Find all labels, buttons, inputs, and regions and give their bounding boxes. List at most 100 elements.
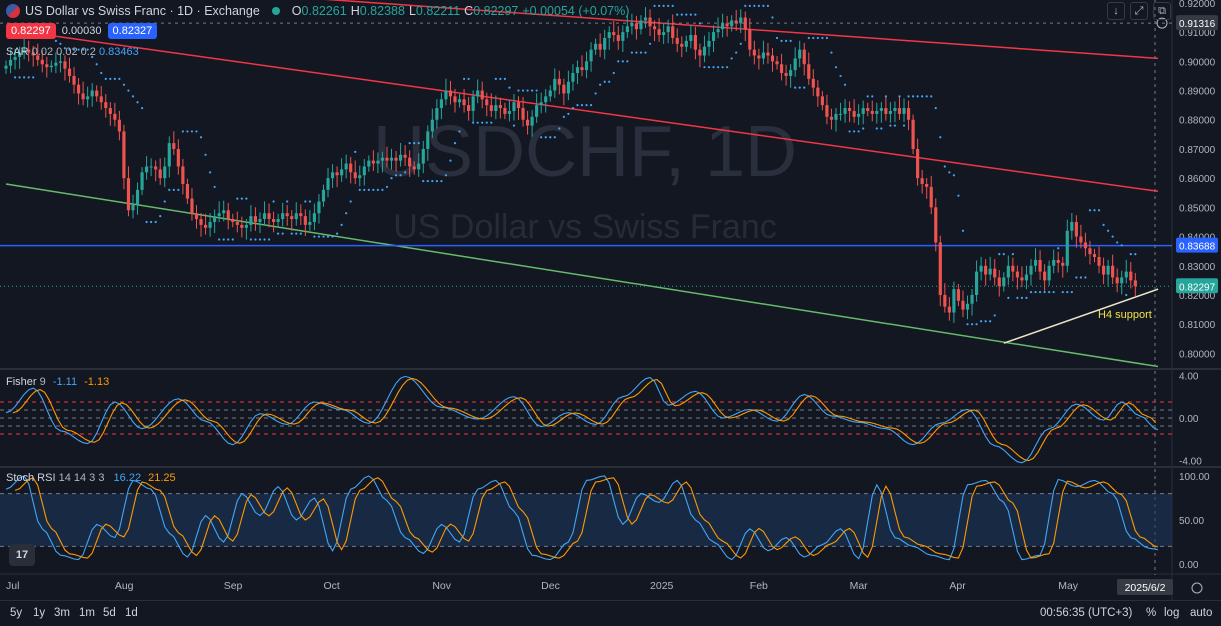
candle-body[interactable] <box>267 213 271 220</box>
candle-body[interactable] <box>480 90 484 100</box>
candle-body[interactable] <box>1092 254 1097 258</box>
candle-body[interactable] <box>952 289 956 313</box>
candle-body[interactable] <box>231 219 235 222</box>
candle-body[interactable] <box>1011 265 1015 272</box>
candle-body[interactable] <box>711 32 716 41</box>
candle-body[interactable] <box>13 56 17 60</box>
candle-body[interactable] <box>820 96 824 106</box>
candle-body[interactable] <box>535 105 539 117</box>
candle-body[interactable] <box>494 105 498 111</box>
candle-body[interactable] <box>158 169 162 179</box>
candle-body[interactable] <box>403 154 407 158</box>
candle-body[interactable] <box>58 61 63 63</box>
candle-body[interactable] <box>285 213 289 217</box>
candle-body[interactable] <box>1083 242 1088 249</box>
candle-body[interactable] <box>1079 236 1083 243</box>
candle-body[interactable] <box>213 216 217 222</box>
fisher-legend[interactable]: Fisher 9 -1.11 -1.13 <box>6 376 109 388</box>
range-3m-button[interactable]: 3m <box>54 607 70 619</box>
candle-body[interactable] <box>226 210 230 220</box>
candle-body[interactable] <box>498 105 502 109</box>
candle-body[interactable] <box>439 99 443 109</box>
candle-body[interactable] <box>489 105 493 111</box>
candle-body[interactable] <box>471 96 475 111</box>
candle-body[interactable] <box>1029 265 1033 275</box>
candle-body[interactable] <box>86 96 90 100</box>
candle-body[interactable] <box>353 172 357 179</box>
candle-body[interactable] <box>408 157 412 167</box>
candle-body[interactable] <box>675 37 679 44</box>
candle-body[interactable] <box>262 213 267 220</box>
candle-body[interactable] <box>421 148 425 164</box>
candle-body[interactable] <box>702 46 707 56</box>
candle-body[interactable] <box>657 29 661 36</box>
candle-body[interactable] <box>312 213 316 222</box>
candle-body[interactable] <box>131 204 135 211</box>
candle-body[interactable] <box>630 23 634 27</box>
candle-body[interactable] <box>412 166 416 170</box>
candle-body[interactable] <box>879 108 883 111</box>
candle-body[interactable] <box>476 90 480 97</box>
candle-body[interactable] <box>539 102 543 106</box>
candle-body[interactable] <box>1111 265 1115 278</box>
candle-body[interactable] <box>240 224 244 228</box>
candle-body[interactable] <box>997 277 1001 287</box>
candle-body[interactable] <box>779 64 784 74</box>
candle-body[interactable] <box>544 96 548 103</box>
candle-body[interactable] <box>485 99 489 106</box>
candle-body[interactable] <box>253 216 258 222</box>
candle-body[interactable] <box>603 37 607 50</box>
candle-body[interactable] <box>349 163 353 173</box>
candle-body[interactable] <box>394 157 398 161</box>
channel-mid-line[interactable] <box>5 28 1159 193</box>
candle-body[interactable] <box>643 17 648 21</box>
candle-body[interactable] <box>693 35 697 50</box>
candle-body[interactable] <box>748 29 752 50</box>
tradingview-logo-icon[interactable]: 17 <box>9 544 35 566</box>
candle-body[interactable] <box>743 17 747 30</box>
candle-body[interactable] <box>902 108 906 114</box>
range-5d-button[interactable]: 5d <box>103 607 116 619</box>
candle-body[interactable] <box>553 78 557 91</box>
candle-body[interactable] <box>308 221 312 225</box>
candle-body[interactable] <box>303 216 307 225</box>
settings-gear-icon[interactable] <box>1191 582 1203 594</box>
candle-body[interactable] <box>943 294 947 307</box>
candle-body[interactable] <box>616 35 620 41</box>
candle-body[interactable] <box>190 198 194 214</box>
candle-body[interactable] <box>371 160 375 164</box>
channel-top-line[interactable] <box>6 0 1159 60</box>
candle-body[interactable] <box>258 219 262 222</box>
candle-body[interactable] <box>1043 271 1047 281</box>
candle-body[interactable] <box>852 110 856 117</box>
candle-body[interactable] <box>95 90 99 97</box>
candle-body[interactable] <box>453 96 457 103</box>
candle-body[interactable] <box>444 90 448 100</box>
candle-body[interactable] <box>516 102 521 109</box>
candle-body[interactable] <box>906 108 911 120</box>
candle-body[interactable] <box>45 64 49 68</box>
candle-body[interactable] <box>838 113 843 115</box>
candle-body[interactable] <box>362 166 366 176</box>
candle-body[interactable] <box>235 221 239 225</box>
candle-body[interactable] <box>938 242 942 295</box>
candle-body[interactable] <box>448 90 453 97</box>
candle-body[interactable] <box>76 84 81 94</box>
candle-body[interactable] <box>920 178 924 184</box>
candle-body[interactable] <box>199 219 203 225</box>
candle-body[interactable] <box>435 108 439 120</box>
sell-button[interactable]: 0.82297 <box>6 23 56 39</box>
candle-body[interactable] <box>72 75 76 85</box>
candle-body[interactable] <box>947 306 951 313</box>
candle-body[interactable] <box>671 26 675 38</box>
candle-body[interactable] <box>67 68 72 76</box>
candle-body[interactable] <box>126 178 131 211</box>
candle-body[interactable] <box>512 102 516 111</box>
candle-body[interactable] <box>1047 265 1051 281</box>
candle-body[interactable] <box>63 61 67 69</box>
candle-body[interactable] <box>793 58 797 71</box>
candle-body[interactable] <box>584 61 589 71</box>
candle-body[interactable] <box>825 105 829 117</box>
candle-body[interactable] <box>525 119 530 126</box>
candle-body[interactable] <box>884 108 888 114</box>
